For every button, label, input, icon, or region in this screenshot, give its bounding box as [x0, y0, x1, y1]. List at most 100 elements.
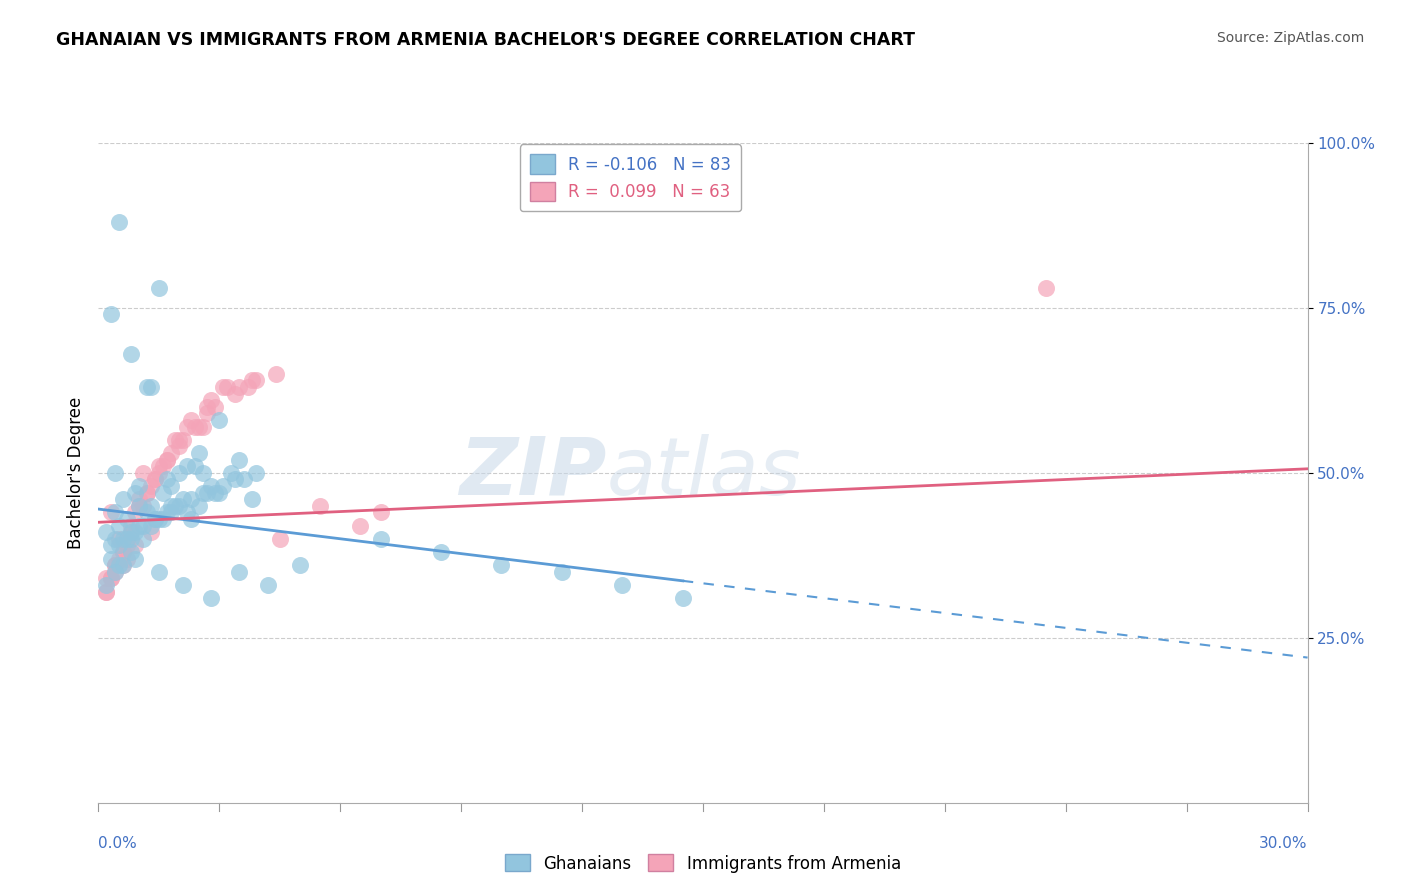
Point — [212, 380, 235, 394]
Point — [228, 452, 250, 467]
Point — [132, 466, 155, 480]
Point — [128, 518, 150, 533]
Point — [269, 532, 291, 546]
Point — [228, 380, 250, 394]
Point — [193, 485, 215, 500]
Point — [148, 512, 170, 526]
Text: GHANAIAN VS IMMIGRANTS FROM ARMENIA BACHELOR'S DEGREE CORRELATION CHART: GHANAIAN VS IMMIGRANTS FROM ARMENIA BACH… — [56, 31, 915, 49]
Point — [107, 518, 129, 533]
Point — [128, 479, 150, 493]
Point — [115, 551, 138, 566]
Point — [103, 558, 125, 573]
Point — [156, 505, 179, 519]
Point — [188, 446, 211, 460]
Point — [128, 492, 150, 507]
Point — [124, 551, 146, 566]
Point — [100, 505, 122, 519]
Point — [124, 505, 146, 519]
Point — [100, 538, 122, 552]
Point — [96, 584, 118, 599]
Point — [135, 485, 157, 500]
Point — [124, 525, 146, 540]
Point — [184, 459, 207, 474]
Point — [135, 380, 157, 394]
Point — [349, 518, 371, 533]
Point — [167, 433, 190, 447]
Point — [167, 439, 190, 453]
Point — [96, 584, 118, 599]
Point — [167, 499, 190, 513]
Point — [236, 380, 259, 394]
Point — [100, 551, 122, 566]
Point — [139, 499, 162, 513]
Point — [195, 406, 218, 420]
Point — [180, 492, 202, 507]
Point — [96, 525, 118, 540]
Point — [115, 538, 138, 552]
Point — [370, 532, 392, 546]
Y-axis label: Bachelor's Degree: Bachelor's Degree — [66, 397, 84, 549]
Point — [96, 578, 118, 592]
Point — [672, 591, 695, 606]
Point — [152, 485, 174, 500]
Point — [172, 492, 194, 507]
Point — [163, 433, 186, 447]
Text: ZIP: ZIP — [458, 434, 606, 512]
Point — [176, 505, 198, 519]
Point — [103, 466, 125, 480]
Point — [160, 499, 183, 513]
Point — [224, 472, 246, 486]
Point — [180, 413, 202, 427]
Point — [195, 400, 218, 414]
Point — [208, 485, 231, 500]
Point — [208, 413, 231, 427]
Point — [107, 215, 129, 229]
Point — [111, 545, 134, 559]
Point — [100, 571, 122, 585]
Point — [107, 532, 129, 546]
Point — [139, 525, 162, 540]
Point — [148, 565, 170, 579]
Point — [204, 400, 226, 414]
Point — [176, 419, 198, 434]
Point — [100, 307, 122, 321]
Point — [139, 518, 162, 533]
Legend: Ghanaians, Immigrants from Armenia: Ghanaians, Immigrants from Armenia — [499, 847, 907, 880]
Point — [152, 512, 174, 526]
Point — [96, 571, 118, 585]
Point — [120, 518, 142, 533]
Point — [200, 591, 222, 606]
Point — [111, 545, 134, 559]
Point — [193, 419, 215, 434]
Point — [195, 485, 218, 500]
Point — [124, 538, 146, 552]
Point — [221, 466, 243, 480]
Point — [120, 545, 142, 559]
Point — [245, 466, 267, 480]
Point — [120, 525, 142, 540]
Text: 0.0%: 0.0% — [98, 836, 138, 851]
Point — [1035, 281, 1057, 295]
Point — [120, 347, 142, 361]
Point — [224, 386, 246, 401]
Point — [240, 373, 263, 387]
Point — [115, 532, 138, 546]
Point — [172, 433, 194, 447]
Point — [103, 565, 125, 579]
Point — [132, 518, 155, 533]
Point — [204, 485, 226, 500]
Point — [200, 393, 222, 408]
Point — [103, 558, 125, 573]
Point — [156, 452, 179, 467]
Point — [143, 472, 166, 486]
Point — [132, 499, 155, 513]
Point — [264, 367, 287, 381]
Point — [143, 512, 166, 526]
Point — [217, 380, 239, 394]
Point — [176, 459, 198, 474]
Point — [232, 472, 254, 486]
Point — [245, 373, 267, 387]
Point — [551, 565, 574, 579]
Point — [128, 499, 150, 513]
Text: 30.0%: 30.0% — [1260, 836, 1308, 851]
